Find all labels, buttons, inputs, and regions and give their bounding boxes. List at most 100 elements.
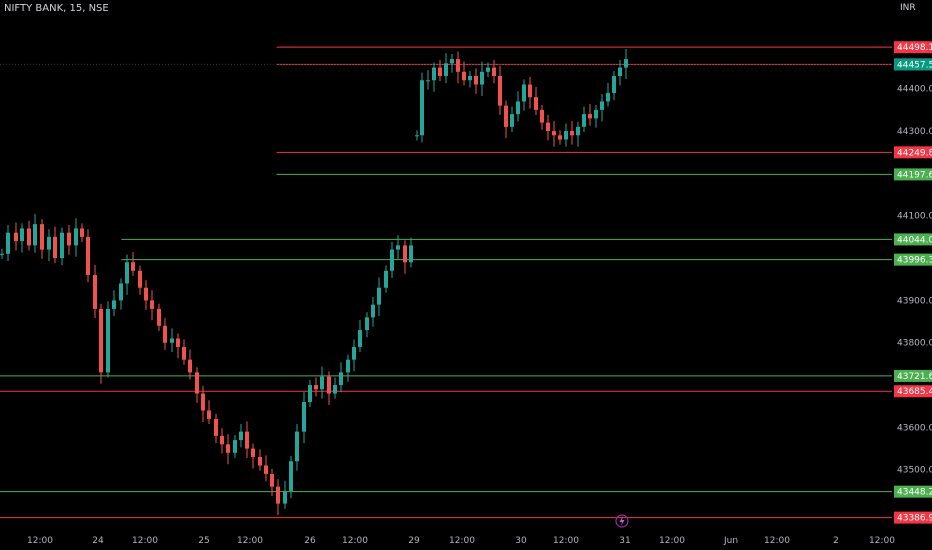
candle-body: [390, 249, 394, 271]
candle-body: [264, 465, 268, 474]
candle-body: [245, 431, 249, 449]
currency-label: INR: [900, 3, 916, 13]
x-tick-label: 12:00: [553, 536, 579, 546]
candle-body: [289, 461, 293, 491]
candle-body: [119, 283, 123, 301]
candle-body: [409, 245, 413, 263]
candle-body: [33, 224, 37, 246]
x-tick-label: 24: [92, 536, 104, 546]
candle-body: [558, 135, 562, 140]
level-price-label: 43386.90: [897, 514, 932, 524]
candle-body: [112, 300, 116, 309]
chart-title: NIFTY BANK, 15, NSE: [4, 3, 109, 14]
x-tick-label: 12:00: [342, 536, 368, 546]
x-tick-label: 12:00: [764, 536, 790, 546]
candle-body: [131, 262, 135, 271]
x-tick-label: 12:00: [869, 536, 895, 546]
candle-body: [220, 435, 224, 445]
price-axis[interactable]: 44400.00 44300.00 44100.00 43900.00 43800.00…: [894, 41, 932, 524]
level-price-label: 44197.65: [897, 170, 932, 180]
candle-body: [384, 270, 388, 288]
candle-body: [207, 410, 211, 419]
candle-body: [47, 236, 51, 250]
candle-body: [365, 317, 369, 331]
x-tick-label: 31: [619, 536, 630, 546]
time-axis[interactable]: 12:00 24 12:00 25 12:00 26 12:00 29 12:00 30 12:00…: [27, 536, 895, 546]
candle-body: [14, 232, 18, 242]
candle-body: [346, 359, 350, 373]
candle-body: [403, 245, 407, 263]
level-price-badge: [894, 485, 932, 498]
candle-body: [176, 338, 180, 347]
candle-body: [339, 372, 343, 386]
candle-body: [377, 287, 381, 305]
y-tick-label: 44400.00: [897, 85, 932, 95]
candle-body: [415, 135, 419, 137]
candle-body: [226, 444, 230, 453]
x-tick-label: 12:00: [27, 536, 53, 546]
level-price-label: 44044.05: [897, 235, 932, 245]
candle-body: [564, 131, 568, 140]
horizontal-levels: [0, 46, 892, 519]
candle-body: [480, 71, 484, 85]
level-price-badge: [894, 58, 932, 71]
level-price-label: 43448.20: [897, 488, 932, 498]
candle-body: [450, 59, 454, 64]
candles: [0, 48, 628, 516]
x-tick-label: 2: [833, 536, 839, 546]
candle-body: [576, 126, 580, 136]
level-price-badge: [894, 146, 932, 159]
candle-body: [534, 97, 538, 110]
candle-body: [93, 275, 97, 309]
candle-body: [546, 122, 550, 132]
candle-body: [352, 346, 356, 360]
candle-body: [6, 232, 10, 254]
candle-body: [444, 63, 448, 77]
candle-body: [182, 346, 186, 360]
y-tick-label: 43800.00: [897, 339, 932, 349]
x-tick-label: Jun: [723, 536, 738, 546]
candle-body: [426, 80, 430, 82]
level-price-badge: [894, 41, 932, 54]
candle-body: [20, 228, 24, 242]
candle-body: [528, 84, 532, 98]
candle-body: [233, 440, 237, 453]
candle-body: [138, 270, 142, 288]
candle-body: [456, 59, 460, 72]
level-price-badge: [894, 233, 932, 246]
candle-body: [150, 300, 154, 309]
candle-body: [320, 376, 324, 390]
lightning-icon[interactable]: [615, 514, 629, 528]
candle-body: [371, 304, 375, 318]
candle-body: [125, 262, 129, 284]
x-tick-label: 12:00: [449, 536, 475, 546]
candle-body: [195, 372, 199, 394]
candle-body: [396, 245, 400, 250]
candle-body: [86, 236, 90, 275]
candle-body: [188, 359, 192, 373]
candle-body: [295, 431, 299, 462]
candle-body: [570, 131, 574, 136]
candle-body: [552, 131, 556, 136]
candle-body: [474, 76, 478, 85]
level-price-badge: [894, 253, 932, 266]
candle-body: [540, 109, 544, 123]
level-price-badge: [894, 369, 932, 382]
level-price-label: 44498.15: [897, 43, 932, 53]
candle-body: [276, 486, 280, 504]
level-price-label: 43721.60: [897, 372, 932, 382]
candle-body: [258, 457, 262, 466]
x-tick-label: 12:00: [237, 536, 263, 546]
candle-body: [606, 92, 610, 102]
candle-body: [106, 308, 110, 373]
candle-body: [327, 376, 331, 394]
candle-body: [170, 338, 174, 343]
candle-body: [486, 67, 490, 72]
y-tick-label: 44300.00: [897, 127, 932, 137]
candle-body: [432, 67, 436, 81]
candle-body: [270, 473, 274, 487]
level-price-badge: [894, 168, 932, 181]
candle-body: [283, 490, 287, 504]
x-tick-label: 12:00: [659, 536, 685, 546]
